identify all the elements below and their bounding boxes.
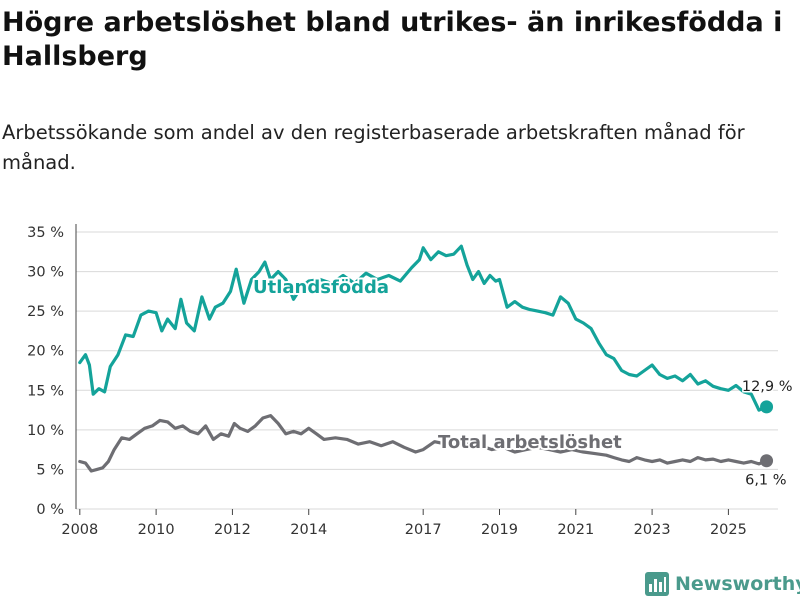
brand-name: Newsworthy (675, 573, 800, 595)
x-tick-label: 2008 (61, 522, 98, 538)
y-tick-label: 20 % (27, 344, 64, 360)
y-tick-label: 10 % (27, 423, 64, 439)
bar-chart-logo-icon (645, 572, 669, 596)
x-tick-label: 2021 (557, 522, 594, 538)
end-value-label: 12,9 % (742, 379, 793, 395)
series-end-marker-1 (760, 454, 774, 468)
y-tick-label: 25 % (27, 304, 64, 320)
y-tick-label: 5 % (36, 462, 64, 478)
y-tick-label: 0 % (36, 502, 64, 518)
series-end-marker-0 (760, 400, 774, 414)
series-labels: Utlandsfödda Total arbetslöshet 12,9 % 6,1 … (251, 275, 794, 490)
x-tick-label: 2010 (138, 522, 175, 538)
x-axis-ticks: 2008 2010 2012 2014 2017 2019 2021 2023 2025 (61, 509, 747, 538)
series-lines (78, 244, 774, 473)
series-line-1 (78, 414, 769, 473)
x-tick-label: 2025 (710, 522, 747, 538)
chart-title: Högre arbetslöshet bland utrikes- än inr… (2, 7, 783, 72)
y-axis-ticks: 0 % 5 % 10 % 15 % 20 % 25 % 30 % 35 % (27, 225, 64, 518)
chart-subtitle: Arbetssökande som andel av den registerb… (2, 121, 745, 174)
series-name-label: Utlandsfödda (253, 277, 389, 298)
y-tick-label: 15 % (27, 383, 64, 399)
series-line-0 (78, 244, 769, 412)
x-tick-label: 2012 (214, 522, 251, 538)
y-tick-label: 35 % (27, 225, 64, 241)
x-tick-label: 2014 (290, 522, 327, 538)
x-tick-label: 2019 (481, 522, 518, 538)
brand-logo[interactable]: Newsworthy (645, 570, 800, 598)
x-tick-label: 2023 (634, 522, 671, 538)
y-tick-label: 30 % (27, 265, 64, 281)
gridlines (75, 224, 778, 510)
end-value-label: 6,1 % (745, 473, 786, 489)
x-tick-label: 2017 (405, 522, 442, 538)
series-name-label: Total arbetslöshet (438, 432, 622, 453)
